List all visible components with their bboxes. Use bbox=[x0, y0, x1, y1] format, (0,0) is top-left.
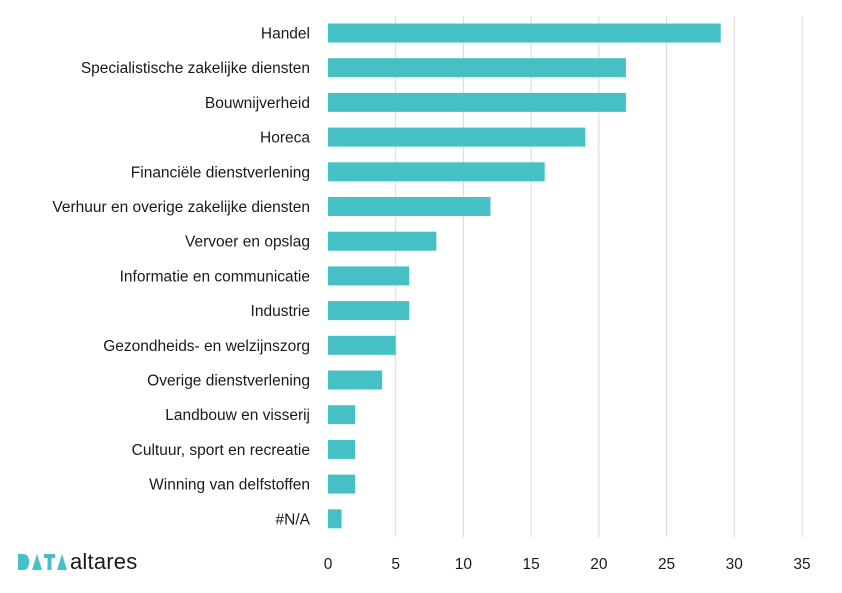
category-label: Financiële dienstverlening bbox=[131, 164, 310, 181]
data-logo-mark bbox=[18, 554, 67, 570]
bar bbox=[328, 439, 356, 459]
category-label: Vervoer en opslag bbox=[185, 234, 310, 251]
category-label: Overige dienstverlening bbox=[147, 373, 310, 390]
bar bbox=[328, 58, 626, 78]
bar bbox=[328, 509, 342, 529]
category-label: Informatie en communicatie bbox=[120, 268, 310, 285]
x-axis-tick-labels: 0 5 10 15 20 25 30 35 bbox=[324, 556, 811, 573]
bar bbox=[328, 197, 491, 216]
category-labels: Handel Specialistische zakelijke diensten… bbox=[52, 26, 310, 529]
bar bbox=[328, 301, 410, 321]
x-tick-label: 15 bbox=[523, 556, 540, 573]
bar bbox=[328, 474, 356, 494]
x-tick-label: 0 bbox=[324, 556, 333, 573]
x-tick-label: 35 bbox=[793, 556, 810, 573]
category-label: Industrie bbox=[251, 303, 310, 320]
x-tick-label: 10 bbox=[455, 556, 473, 573]
altares-data-logo: altares bbox=[16, 549, 137, 575]
x-tick-label: 30 bbox=[726, 556, 744, 573]
category-label: Landbouw en visserij bbox=[165, 407, 310, 424]
bar bbox=[328, 266, 410, 286]
category-label: Bouwnijverheid bbox=[205, 95, 310, 112]
category-label: Winning van delfstoffen bbox=[149, 477, 310, 494]
category-label: Horeca bbox=[260, 130, 310, 147]
x-tick-label: 20 bbox=[590, 556, 608, 573]
bar bbox=[328, 370, 383, 390]
bar bbox=[328, 92, 626, 112]
category-label: Handel bbox=[261, 26, 310, 43]
category-label: #N/A bbox=[276, 511, 311, 528]
bar bbox=[328, 23, 721, 43]
bar bbox=[328, 405, 356, 425]
bar bbox=[328, 162, 545, 182]
bar bbox=[328, 231, 437, 251]
bar bbox=[328, 335, 396, 355]
x-tick-label: 5 bbox=[391, 556, 400, 573]
x-tick-label: 25 bbox=[658, 556, 675, 573]
category-label: Gezondheids- en welzijnszorg bbox=[103, 338, 310, 355]
bar bbox=[328, 127, 586, 147]
category-label: Specialistische zakelijke diensten bbox=[81, 60, 310, 77]
category-label: Cultuur, sport en recreatie bbox=[132, 442, 310, 459]
logo-text: altares bbox=[70, 549, 138, 574]
bars bbox=[328, 23, 721, 529]
category-label: Verhuur en overige zakelijke diensten bbox=[52, 199, 310, 216]
